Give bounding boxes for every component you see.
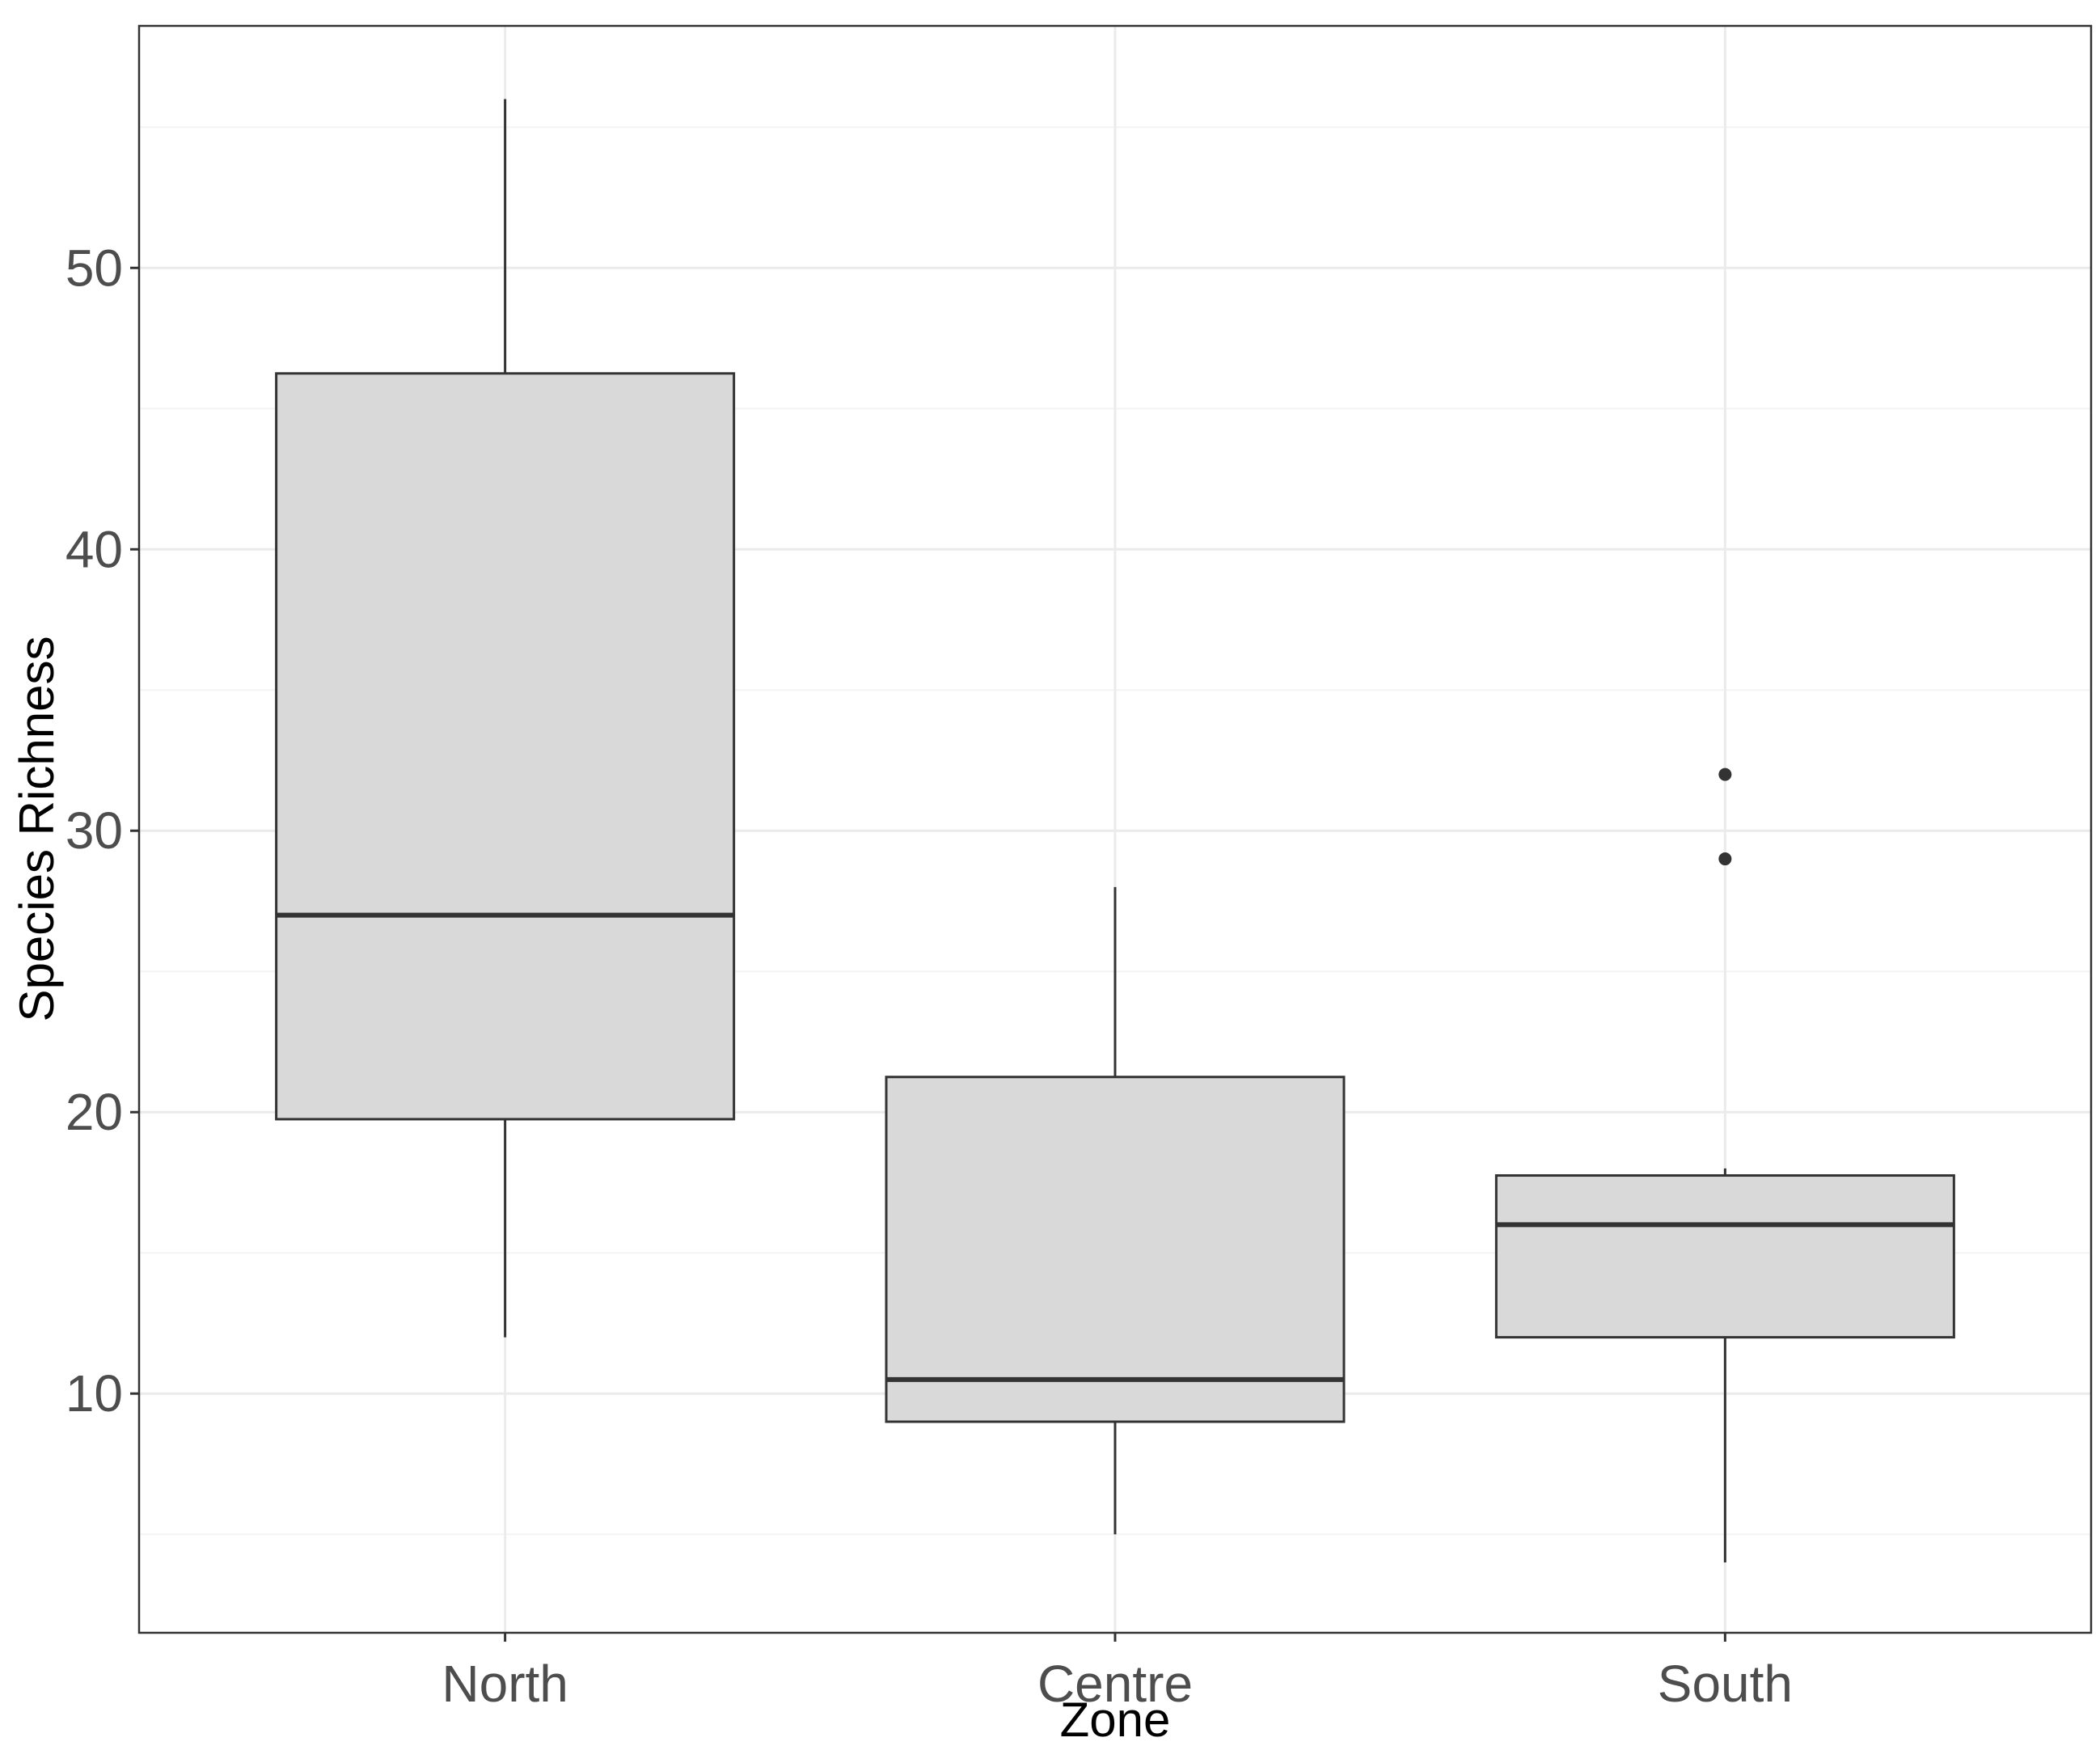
- y-tick-label: 30: [65, 801, 123, 860]
- box-group: [275, 99, 1955, 1563]
- x-tick-label: Centre: [1037, 1655, 1193, 1713]
- y-axis-ticks: 10 20 30 40 50: [65, 239, 139, 1423]
- x-axis-ticks: North Centre South: [442, 1633, 1793, 1713]
- y-tick-label: 50: [65, 239, 123, 297]
- box-centre: [885, 886, 1346, 1535]
- iqr-box: [885, 1076, 1346, 1423]
- outlier-point: [1718, 852, 1732, 866]
- x-tick-label: South: [1658, 1655, 1793, 1713]
- y-tick-label: 40: [65, 520, 123, 578]
- x-tick-label: North: [442, 1655, 568, 1713]
- y-tick-label: 20: [65, 1083, 123, 1141]
- box-north: [275, 99, 736, 1338]
- x-axis-title: Zone: [1060, 1693, 1171, 1746]
- y-tick-label: 10: [65, 1364, 123, 1423]
- iqr-box: [1494, 1174, 1955, 1339]
- y-axis-title: Species Richness: [10, 636, 64, 1022]
- outlier-point: [1718, 767, 1732, 781]
- iqr-box: [275, 372, 736, 1121]
- box-south: [1494, 767, 1955, 1563]
